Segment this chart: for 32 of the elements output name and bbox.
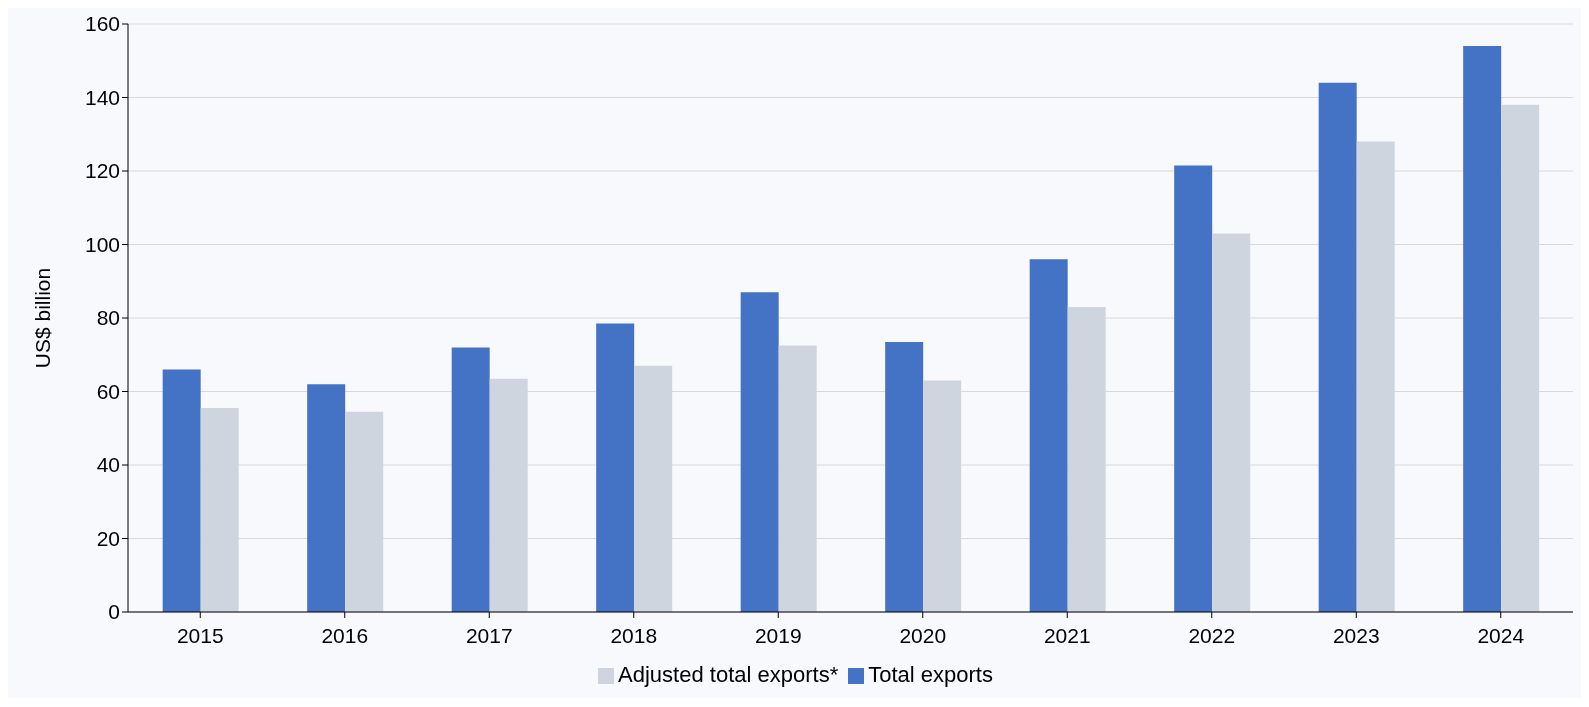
y-tick-label: 20 — [96, 526, 120, 550]
x-tick-label: 2017 — [465, 623, 513, 647]
y-tick-label: 80 — [96, 306, 120, 330]
bar — [1463, 46, 1502, 612]
bar — [162, 369, 201, 612]
x-tick-label: 2024 — [1477, 623, 1525, 647]
bar — [307, 384, 346, 612]
y-axis-title: US$ billion — [31, 267, 55, 369]
bar — [596, 323, 635, 612]
y-tick-label: 140 — [84, 85, 120, 109]
y-tick-label: 0 — [108, 600, 120, 624]
legend-label: Total exports — [868, 662, 993, 687]
y-tick-label: 120 — [84, 159, 120, 183]
x-tick-label: 2019 — [754, 623, 802, 647]
y-tick-label: 160 — [84, 12, 120, 36]
bar — [885, 341, 924, 612]
x-tick-label: 2015 — [176, 623, 224, 647]
x-tick-label: 2022 — [1188, 623, 1236, 647]
bar — [740, 292, 779, 612]
x-tick-label: 2016 — [321, 623, 369, 647]
y-tick-label: 100 — [84, 232, 120, 256]
bar — [451, 347, 490, 612]
legend-label: Adjusted total exports* — [618, 662, 839, 687]
y-tick-label: 40 — [96, 453, 120, 477]
bar — [1029, 259, 1068, 612]
x-tick-label: 2023 — [1332, 623, 1380, 647]
x-tick-label: 2018 — [610, 623, 658, 647]
bar — [1318, 82, 1357, 612]
x-tick-label: 2020 — [899, 623, 947, 647]
x-tick-label: 2021 — [1043, 623, 1091, 647]
y-tick-label: 60 — [96, 379, 120, 403]
bar — [1174, 165, 1213, 612]
